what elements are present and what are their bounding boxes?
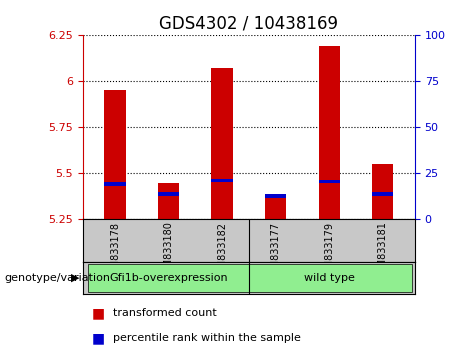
Bar — [158, 183, 179, 219]
Text: GSM833178: GSM833178 — [110, 222, 120, 281]
Bar — [104, 90, 126, 219]
Bar — [249, 263, 412, 292]
Bar — [265, 194, 286, 219]
Text: GSM833180: GSM833180 — [164, 222, 174, 280]
Bar — [158, 193, 179, 196]
Text: wild type: wild type — [304, 273, 355, 283]
Bar — [212, 179, 233, 182]
Bar — [319, 179, 340, 183]
Text: GSM833177: GSM833177 — [271, 222, 281, 281]
Bar — [372, 193, 394, 196]
Text: ■: ■ — [92, 331, 105, 345]
Text: percentile rank within the sample: percentile rank within the sample — [113, 333, 301, 343]
Bar — [89, 263, 249, 292]
Text: GSM833182: GSM833182 — [217, 222, 227, 281]
Bar — [319, 46, 340, 219]
Text: GSM833181: GSM833181 — [378, 222, 388, 280]
Text: transformed count: transformed count — [113, 308, 217, 318]
Text: ▶: ▶ — [71, 273, 80, 283]
Text: Gfi1b-overexpression: Gfi1b-overexpression — [109, 273, 228, 283]
Bar — [265, 194, 286, 198]
Bar — [104, 182, 126, 185]
Text: genotype/variation: genotype/variation — [5, 273, 111, 283]
Bar — [372, 164, 394, 219]
Title: GDS4302 / 10438169: GDS4302 / 10438169 — [160, 15, 338, 33]
Text: ■: ■ — [92, 306, 105, 320]
Text: GSM833179: GSM833179 — [324, 222, 334, 281]
Bar — [212, 68, 233, 219]
